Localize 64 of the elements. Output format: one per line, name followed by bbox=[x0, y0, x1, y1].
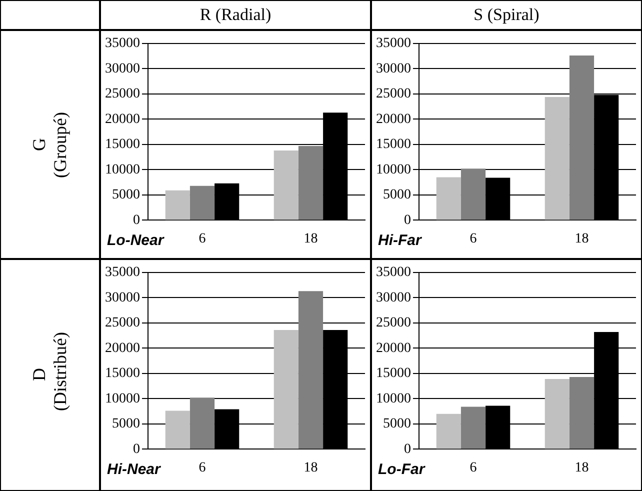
y-tick-label: 30000 bbox=[376, 61, 411, 76]
y-tick-label: 25000 bbox=[376, 86, 411, 102]
bar bbox=[460, 168, 486, 220]
y-tick-label: 35000 bbox=[105, 265, 140, 280]
bar bbox=[460, 406, 486, 449]
y-tick-label: 10000 bbox=[105, 391, 140, 406]
y-tick-label: 15000 bbox=[105, 366, 140, 382]
y-tick-label: 20000 bbox=[376, 340, 411, 356]
bar bbox=[298, 291, 324, 449]
y-tick-label: 0 bbox=[133, 442, 140, 457]
y-axis-title: G (Groupé) bbox=[29, 110, 71, 180]
y-tick-label: 5000 bbox=[383, 416, 411, 432]
y-tick-label: 15000 bbox=[376, 366, 411, 382]
text: Lo-Near bbox=[107, 232, 165, 250]
x-tick-label: 6 bbox=[470, 460, 477, 476]
y-tick-label: 0 bbox=[404, 212, 411, 228]
y-tick-label: 35000 bbox=[105, 36, 140, 52]
y-tick-label: 10000 bbox=[376, 391, 411, 406]
bar bbox=[274, 330, 298, 449]
y-tick-label: 5000 bbox=[112, 188, 140, 203]
chart-title: S (Spiral) bbox=[371, 0, 642, 30]
x-tick-label: 6 bbox=[198, 231, 206, 246]
y-tick-label: 25000 bbox=[376, 316, 411, 331]
y-tick-label: 25000 bbox=[105, 316, 140, 331]
bar bbox=[274, 150, 298, 220]
y-tick-label: 10000 bbox=[376, 162, 411, 178]
bar bbox=[544, 378, 570, 449]
y-tick-label: 30000 bbox=[105, 290, 140, 306]
y-tick-label: 35000 bbox=[376, 265, 411, 280]
y-tick-label: 0 bbox=[404, 442, 411, 457]
y-tick-label: 15000 bbox=[376, 137, 411, 152]
chart-title: R (Radial) bbox=[100, 0, 371, 30]
bar bbox=[190, 398, 215, 449]
bar bbox=[298, 146, 324, 220]
y-tick-label: 10000 bbox=[105, 162, 140, 178]
bar bbox=[544, 96, 570, 220]
x-tick-label: 6 bbox=[198, 460, 206, 476]
y-tick-label: 20000 bbox=[105, 112, 140, 127]
bar bbox=[569, 56, 594, 220]
x-tick-label: 18 bbox=[574, 460, 589, 476]
y-tick-label: 5000 bbox=[383, 188, 411, 203]
y-tick-label: 30000 bbox=[376, 290, 411, 306]
bar bbox=[436, 414, 461, 449]
y-axis-title: D (Distribué) bbox=[29, 332, 71, 411]
text: Lo-Far bbox=[378, 461, 426, 478]
y-tick-label: 5000 bbox=[112, 416, 140, 432]
text: Hi-Near bbox=[107, 461, 162, 478]
x-tick-label: 6 bbox=[470, 231, 477, 246]
y-tick-label: 20000 bbox=[376, 112, 411, 127]
x-tick-label: 18 bbox=[574, 231, 589, 246]
bar bbox=[436, 177, 461, 220]
y-tick-label: 20000 bbox=[105, 340, 140, 356]
y-tick-label: 35000 bbox=[376, 36, 411, 52]
bar bbox=[190, 186, 215, 220]
x-tick-label: 18 bbox=[304, 460, 318, 476]
y-tick-label: 25000 bbox=[105, 86, 140, 102]
y-tick-label: 15000 bbox=[105, 137, 140, 152]
bar bbox=[569, 376, 594, 449]
text: Hi-Far bbox=[378, 232, 422, 250]
x-tick-label: 18 bbox=[304, 231, 318, 246]
y-tick-label: 0 bbox=[133, 212, 140, 228]
bar bbox=[165, 190, 190, 220]
y-tick-label: 30000 bbox=[105, 61, 140, 76]
bar bbox=[165, 410, 190, 449]
